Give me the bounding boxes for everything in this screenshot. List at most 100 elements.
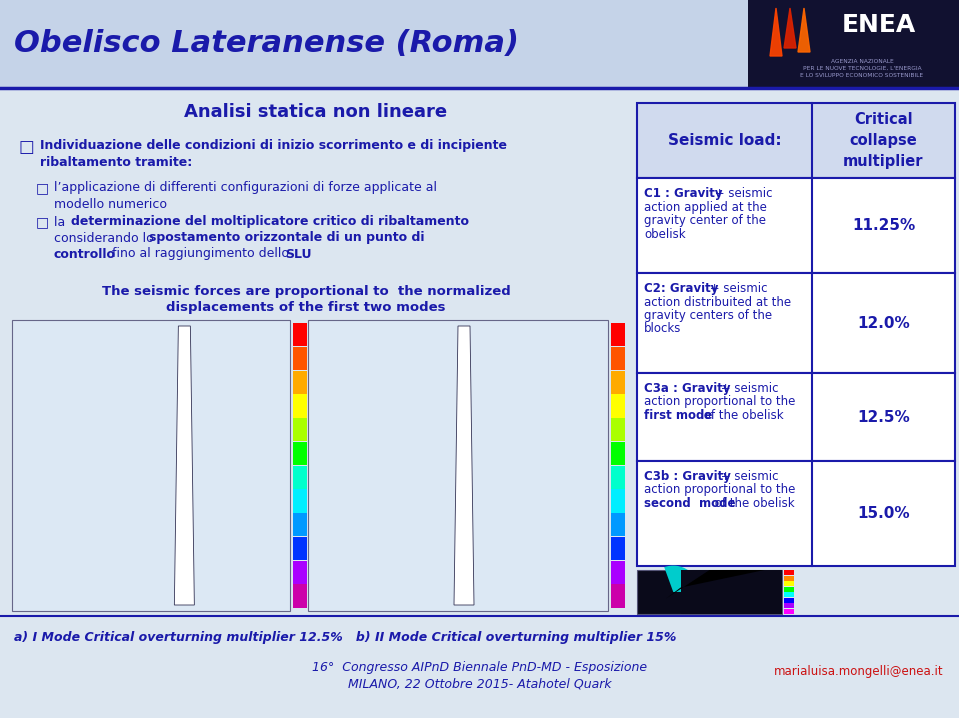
Text: □: □ (18, 138, 34, 156)
FancyBboxPatch shape (784, 597, 794, 602)
Text: MILANO, 22 Ottobre 2015- Atahotel Quark: MILANO, 22 Ottobre 2015- Atahotel Quark (348, 678, 611, 691)
FancyBboxPatch shape (293, 442, 307, 465)
FancyBboxPatch shape (637, 178, 955, 273)
Polygon shape (770, 8, 782, 56)
Polygon shape (784, 8, 796, 48)
Text: of the obelisk: of the obelisk (712, 497, 795, 510)
Text: obelisk: obelisk (644, 228, 686, 241)
FancyBboxPatch shape (637, 373, 955, 461)
Text: considerando lo: considerando lo (54, 231, 157, 245)
FancyBboxPatch shape (611, 347, 625, 370)
FancyBboxPatch shape (293, 394, 307, 417)
FancyBboxPatch shape (293, 418, 307, 442)
Text: Individuazione delle condizioni di inizio scorrimento e di incipiente: Individuazione delle condizioni di inizi… (40, 139, 507, 152)
Text: ENEA: ENEA (842, 13, 916, 37)
FancyBboxPatch shape (611, 323, 625, 346)
Text: a) I Mode Critical overturning multiplier 12.5%   b) II Mode Critical overturnin: a) I Mode Critical overturning multiplie… (14, 632, 676, 645)
Text: The seismic forces are proportional to  the normalized: The seismic forces are proportional to t… (102, 286, 510, 299)
Text: 12.5%: 12.5% (857, 409, 910, 424)
FancyBboxPatch shape (637, 273, 955, 373)
Text: ribaltamento tramite:: ribaltamento tramite: (40, 156, 192, 169)
Text: gravity centers of the: gravity centers of the (644, 309, 772, 322)
Text: C2: Gravity: C2: Gravity (644, 282, 718, 295)
Text: AGENZIA NAZIONALE
PER LE NUOVE TECNOLOGIE, L'ENERGIA
E LO SVILUPPO ECONOMICO SOS: AGENZIA NAZIONALE PER LE NUOVE TECNOLOGI… (801, 59, 924, 78)
FancyBboxPatch shape (637, 570, 782, 614)
Text: SLU: SLU (285, 248, 312, 261)
Text: action distribuited at the: action distribuited at the (644, 296, 791, 309)
Text: Obelisco Lateranense (Roma): Obelisco Lateranense (Roma) (14, 29, 519, 58)
Text: 11.25%: 11.25% (852, 218, 915, 233)
Text: 12.0%: 12.0% (857, 315, 910, 330)
Text: of the obelisk: of the obelisk (700, 409, 784, 422)
Text: action proportional to the: action proportional to the (644, 483, 795, 497)
FancyBboxPatch shape (784, 603, 794, 608)
FancyBboxPatch shape (293, 347, 307, 370)
Text: action proportional to the: action proportional to the (644, 396, 795, 409)
Text: blocks: blocks (644, 322, 682, 335)
FancyBboxPatch shape (784, 592, 794, 597)
Polygon shape (454, 326, 474, 605)
FancyBboxPatch shape (784, 608, 794, 613)
FancyBboxPatch shape (611, 370, 625, 393)
Text: marialuisa.mongelli@enea.it: marialuisa.mongelli@enea.it (774, 666, 943, 679)
Text: displacements of the first two modes: displacements of the first two modes (166, 302, 446, 314)
Text: □: □ (36, 181, 49, 195)
Text: first mode: first mode (644, 409, 713, 422)
Text: 16°  Congresso AIPnD Biennale PnD-MD - Esposizione: 16° Congresso AIPnD Biennale PnD-MD - Es… (312, 661, 647, 674)
Text: Critical
collapse
multiplier: Critical collapse multiplier (843, 112, 924, 169)
FancyBboxPatch shape (748, 0, 959, 88)
FancyBboxPatch shape (611, 489, 625, 513)
FancyBboxPatch shape (293, 465, 307, 489)
Text: fino al raggiungimento dello: fino al raggiungimento dello (112, 248, 293, 261)
FancyBboxPatch shape (784, 576, 794, 580)
Text: controllo: controllo (54, 248, 116, 261)
FancyBboxPatch shape (611, 394, 625, 417)
Wedge shape (665, 566, 700, 592)
FancyBboxPatch shape (784, 587, 794, 592)
FancyBboxPatch shape (611, 513, 625, 536)
FancyBboxPatch shape (637, 461, 955, 566)
Text: action applied at the: action applied at the (644, 200, 767, 213)
FancyBboxPatch shape (611, 561, 625, 584)
Text: Seismic load:: Seismic load: (667, 133, 782, 148)
Text: + seismic: + seismic (716, 382, 779, 395)
Text: C3b : Gravity: C3b : Gravity (644, 470, 731, 483)
Text: □: □ (36, 215, 49, 229)
Polygon shape (681, 570, 782, 614)
Polygon shape (666, 570, 764, 599)
FancyBboxPatch shape (12, 320, 290, 611)
FancyBboxPatch shape (293, 323, 307, 346)
Text: C3a : Gravity: C3a : Gravity (644, 382, 731, 395)
FancyBboxPatch shape (611, 418, 625, 442)
Text: determinazione del moltiplicatore critico di ribaltamento: determinazione del moltiplicatore critic… (71, 215, 469, 228)
FancyBboxPatch shape (0, 0, 959, 88)
FancyBboxPatch shape (784, 570, 794, 575)
Text: Analisi statica non lineare: Analisi statica non lineare (184, 103, 448, 121)
Text: la: la (54, 215, 69, 228)
FancyBboxPatch shape (293, 537, 307, 560)
Polygon shape (798, 8, 810, 52)
FancyBboxPatch shape (611, 465, 625, 489)
Text: + seismic: + seismic (706, 282, 767, 295)
Polygon shape (175, 326, 195, 605)
Text: spostamento orizzontale di un punto di: spostamento orizzontale di un punto di (149, 231, 425, 245)
Text: C1 : Gravity: C1 : Gravity (644, 187, 722, 200)
Text: 15.0%: 15.0% (857, 506, 910, 521)
FancyBboxPatch shape (293, 370, 307, 393)
Text: + seismic: + seismic (716, 470, 779, 483)
FancyBboxPatch shape (293, 584, 307, 607)
FancyBboxPatch shape (637, 103, 955, 178)
Text: second  mode: second mode (644, 497, 736, 510)
FancyBboxPatch shape (293, 561, 307, 584)
FancyBboxPatch shape (308, 320, 608, 611)
FancyBboxPatch shape (611, 442, 625, 465)
Text: gravity center of the: gravity center of the (644, 214, 766, 227)
FancyBboxPatch shape (784, 581, 794, 586)
FancyBboxPatch shape (611, 537, 625, 560)
Text: + seismic: + seismic (712, 187, 773, 200)
FancyBboxPatch shape (293, 513, 307, 536)
Text: modello numerico: modello numerico (54, 197, 167, 210)
FancyBboxPatch shape (611, 584, 625, 607)
FancyBboxPatch shape (293, 489, 307, 513)
Text: l’applicazione di differenti configurazioni di forze applicate al: l’applicazione di differenti configurazi… (54, 182, 437, 195)
